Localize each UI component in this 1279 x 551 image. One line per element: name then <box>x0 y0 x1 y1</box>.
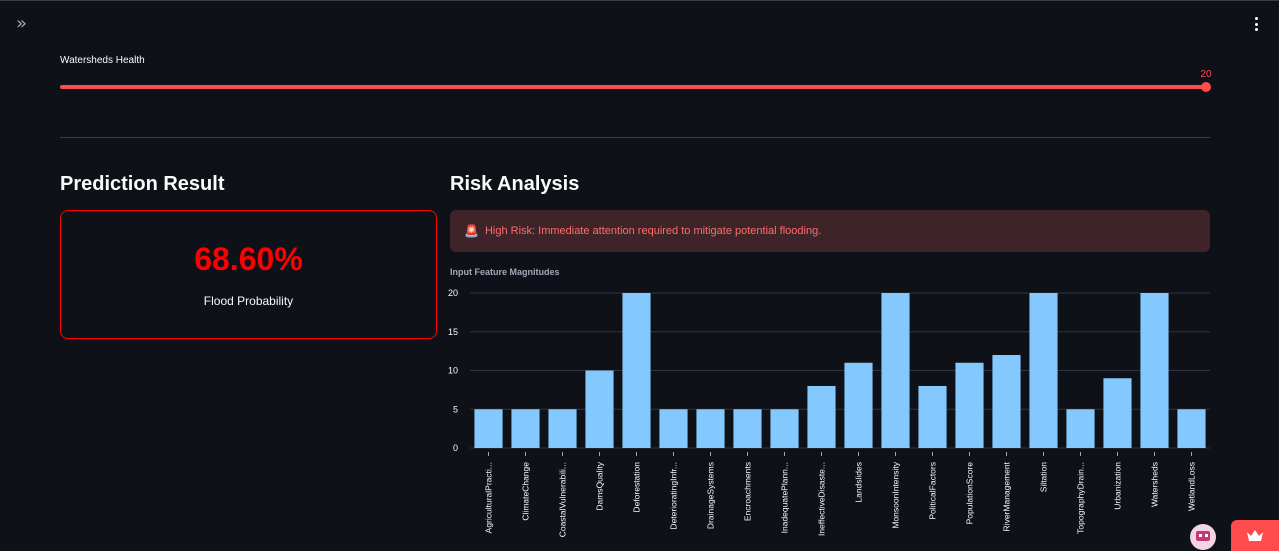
bar[interactable] <box>918 386 947 448</box>
bar[interactable] <box>733 409 762 448</box>
bar[interactable] <box>585 370 614 449</box>
x-tick-label: TopographyDrain... <box>1076 462 1086 534</box>
x-tick-label: Siltation <box>1039 462 1049 493</box>
bar[interactable] <box>696 409 725 448</box>
slider-label: Watersheds Health <box>60 55 145 66</box>
x-tick-label: PoliticalFactors <box>928 462 938 520</box>
bar[interactable] <box>1177 409 1206 448</box>
siren-icon: 🚨 <box>464 224 479 238</box>
y-tick-label: 10 <box>448 366 458 376</box>
x-tick-label: DrainageSystems <box>706 462 716 529</box>
bar[interactable] <box>881 293 910 448</box>
bar[interactable] <box>955 362 984 448</box>
chart-title: Input Feature Magnitudes <box>450 267 560 277</box>
y-tick-label: 15 <box>448 327 458 337</box>
streamlit-crown-button[interactable] <box>1231 520 1279 551</box>
x-tick-label: Deforestation <box>632 462 642 513</box>
bar[interactable] <box>548 409 577 448</box>
x-tick-label: MonsoonIntensity <box>891 461 901 528</box>
x-tick-label: RiverManagement <box>1002 461 1012 531</box>
x-tick-label: Encroachments <box>743 462 753 521</box>
bar[interactable] <box>992 355 1021 448</box>
y-tick-label: 5 <box>453 404 458 414</box>
feature-bar-chart: 0 5 10 15 20 AgriculturalPracti... ClimateChan… <box>448 288 1210 537</box>
y-tick-label: 0 <box>453 443 458 453</box>
x-tick-label: IneffectiveDisaste... <box>817 462 827 536</box>
bar[interactable] <box>474 409 503 448</box>
bar[interactable] <box>1029 293 1058 448</box>
bar[interactable] <box>622 293 651 448</box>
bar[interactable] <box>807 386 836 448</box>
bar[interactable] <box>1140 293 1169 448</box>
risk-heading: Risk Analysis <box>450 173 580 195</box>
divider <box>60 137 1210 138</box>
x-tick-label: AgriculturalPracti... <box>484 462 494 533</box>
x-tick-label: PopulationScore <box>965 462 975 525</box>
prediction-card: 68.60% Flood Probability <box>60 210 437 339</box>
x-tick-label: WetlandLoss <box>1187 462 1197 511</box>
slider-thumb[interactable] <box>1201 82 1211 92</box>
risk-alert-text: High Risk: Immediate attention required … <box>484 225 822 237</box>
x-tick-label: InadequatePlann... <box>780 462 790 533</box>
x-tick-label: Landslides <box>854 462 864 503</box>
slider-value: 20 <box>1200 69 1212 80</box>
x-tick-label: DamsQuality <box>595 461 605 510</box>
y-tick-label: 20 <box>448 288 458 298</box>
sidebar-expand-icon[interactable]: » <box>16 13 28 34</box>
flood-probability-label: Flood Probability <box>203 294 294 308</box>
x-tick-label: ClimateChange <box>521 462 531 521</box>
risk-alert: 🚨 High Risk: Immediate attention require… <box>450 210 1210 252</box>
flood-probability-value: 68.60% <box>194 241 303 277</box>
x-tick-label: Urbanization <box>1113 462 1123 510</box>
avatar[interactable] <box>1190 524 1216 550</box>
x-tick-label: CoastalVulnerabili... <box>558 462 568 537</box>
bar[interactable] <box>1103 378 1132 448</box>
x-tick-label: DeterioratingInfr... <box>669 462 679 530</box>
bar[interactable] <box>1066 409 1095 448</box>
crown-icon <box>1247 530 1263 541</box>
bar[interactable] <box>844 362 873 448</box>
x-tick-label: Watersheds <box>1150 462 1160 507</box>
prediction-heading: Prediction Result <box>60 173 225 195</box>
slider-track[interactable] <box>60 85 1206 89</box>
bar[interactable] <box>770 409 799 448</box>
bar[interactable] <box>659 409 688 448</box>
bar[interactable] <box>511 409 540 448</box>
kebab-menu-icon[interactable] <box>1251 17 1261 31</box>
